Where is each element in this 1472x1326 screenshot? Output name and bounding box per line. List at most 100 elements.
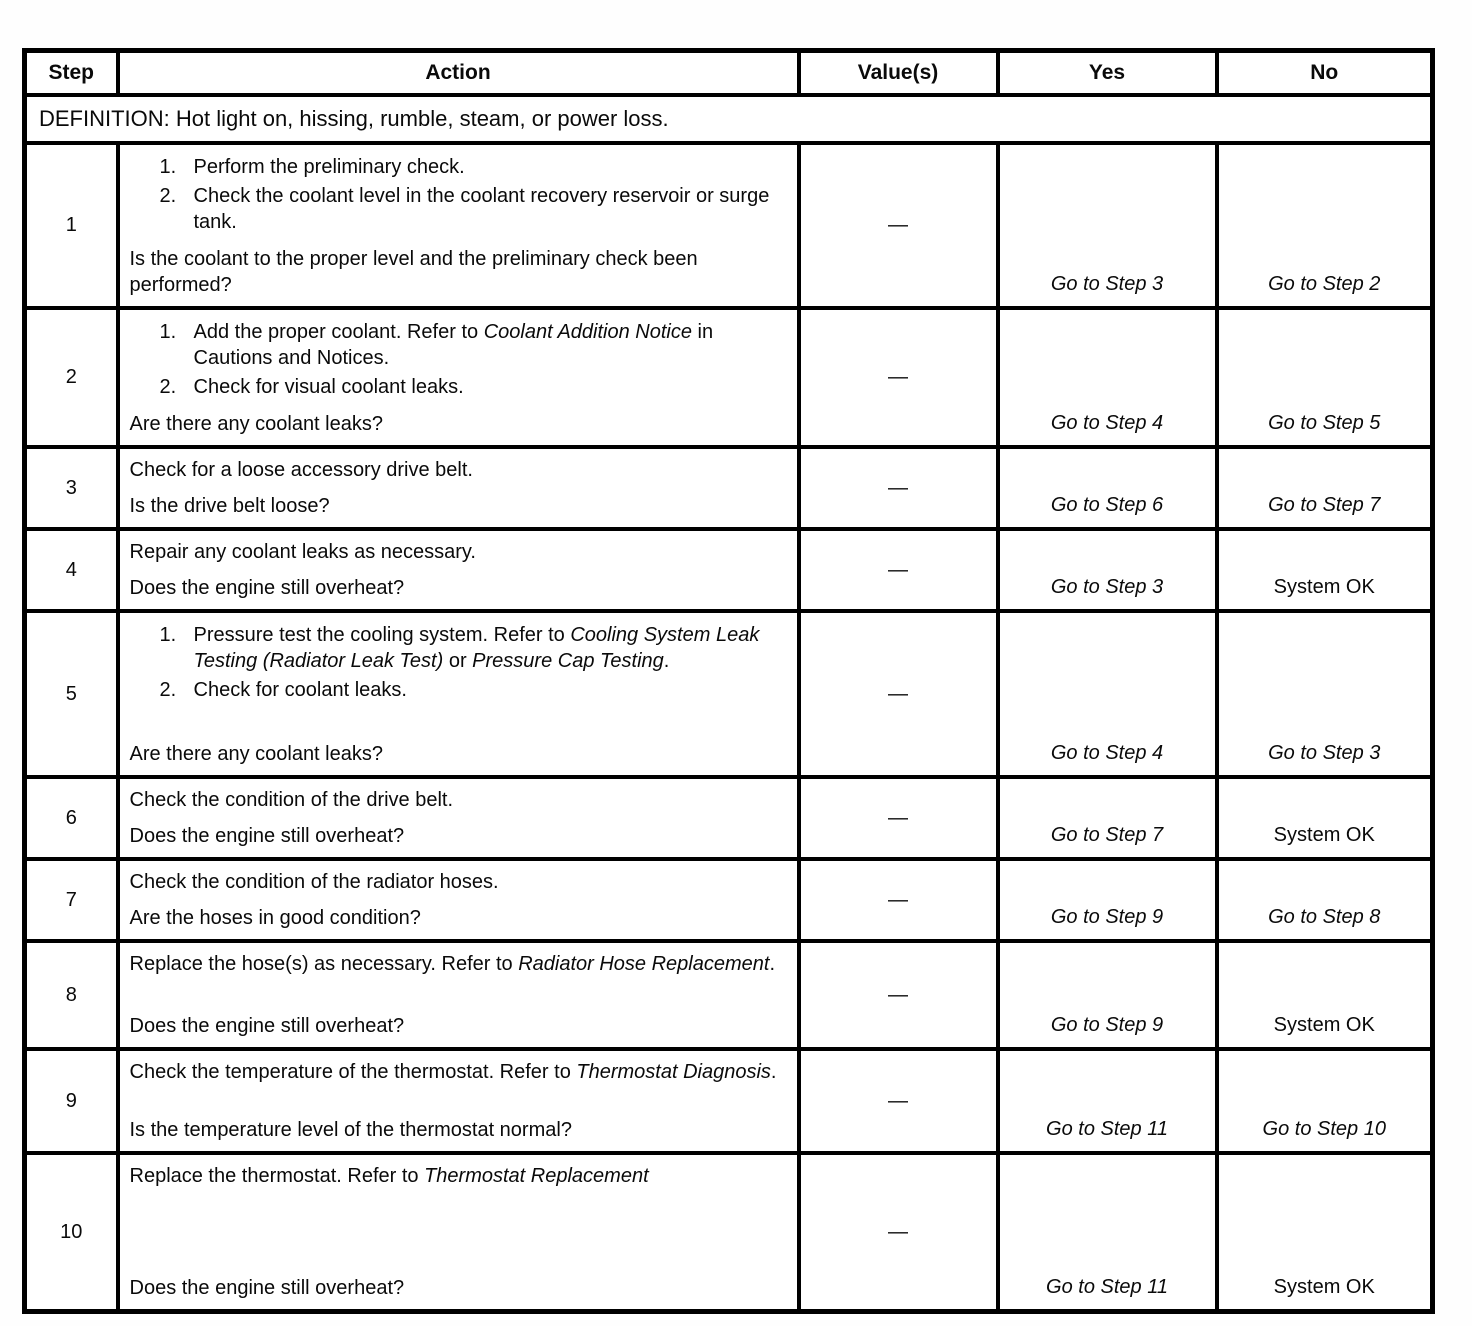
value-cell: — — [796, 775, 1000, 861]
action-cell: Replace the thermostat. Refer to Thermos… — [115, 1151, 801, 1314]
action-cell-content: Check the condition of the drive belt. Do… — [130, 785, 787, 849]
step-cell: 9 — [22, 1047, 120, 1155]
question-text: Is the drive belt loose? — [129, 495, 330, 517]
question-text: Are the hoses in good condition? — [129, 907, 421, 929]
yes-cell: Go to Step 3 — [995, 141, 1219, 310]
item-text: Add the proper coolant. Refer to Coolant… — [193, 321, 714, 369]
action-lead: Repair any coolant leaks as necessary. — [129, 541, 476, 563]
question-text: Does the engine still overheat? — [129, 1277, 405, 1299]
action-cell-content: 1. Add the proper coolant. Refer to Coola… — [130, 316, 787, 437]
value-cell: — — [796, 939, 1000, 1051]
action-lead: Check for a loose accessory drive belt. — [129, 459, 474, 481]
action-cell: 1. Perform the preliminary check. 2. Check … — [115, 141, 801, 310]
action-instructions: 1. Add the proper coolant. Refer to Coola… — [130, 316, 787, 403]
action-cell: Check for a loose accessory drive belt. I… — [115, 445, 801, 531]
item-number: 1. — [159, 156, 177, 178]
col-header-yes: Yes — [995, 48, 1219, 97]
table-row: 4 Repair any coolant leaks as necessary. D… — [22, 527, 1435, 613]
action-cell: Repair any coolant leaks as necessary. Do… — [115, 527, 801, 613]
action-cell-content: Check the temperature of the thermostat.… — [130, 1057, 787, 1143]
action-cell: Check the condition of the radiator hose… — [115, 857, 801, 943]
action-instructions: Replace the hose(s) as necessary. Refer … — [130, 949, 787, 979]
col-header-action: Action — [115, 48, 801, 97]
question-text: Is the temperature level of the thermost… — [129, 1119, 572, 1141]
action-cell: 1. Pressure test the cooling system. Refe… — [115, 609, 801, 779]
value-cell: — — [796, 306, 1000, 449]
action-instructions: 1. Perform the preliminary check. 2. Check … — [130, 151, 787, 238]
item-number: 2. — [159, 376, 177, 398]
action-instructions: 1. Pressure test the cooling system. Refe… — [130, 619, 787, 706]
no-cell: Go to Step 8 — [1214, 857, 1435, 943]
col-header-no: No — [1214, 48, 1435, 97]
definition-row: DEFINITION: Hot light on, hissing, rumbl… — [22, 93, 1435, 145]
item-text: Perform the preliminary check. — [193, 156, 465, 178]
table-row: 10 Replace the thermostat. Refer to Therm… — [22, 1151, 1435, 1314]
value-cell: — — [796, 609, 1000, 779]
action-cell-content: Repair any coolant leaks as necessary. Do… — [130, 537, 787, 601]
yes-cell: Go to Step 9 — [995, 857, 1219, 943]
yes-cell: Go to Step 11 — [995, 1047, 1219, 1155]
definition-text: DEFINITION: Hot light on, hissing, rumbl… — [22, 93, 1435, 145]
action-lead: Check the temperature of the thermostat.… — [129, 1061, 777, 1083]
question-text: Does the engine still overheat? — [129, 577, 405, 599]
action-instructions: Check the condition of the radiator hose… — [130, 867, 787, 897]
col-header-step: Step — [22, 48, 120, 97]
yes-cell: Go to Step 9 — [995, 939, 1219, 1051]
table-row: 9 Check the temperature of the thermostat… — [22, 1047, 1435, 1155]
action-list-item: 2. Check the coolant level in the coolant… — [130, 183, 787, 235]
table-row: 1 1. Perform the preliminary check. 2. Check… — [22, 141, 1435, 310]
action-lead: Check the condition of the radiator hose… — [129, 871, 499, 893]
item-text: Pressure test the cooling system. Refer … — [193, 624, 760, 672]
step-cell: 10 — [22, 1151, 120, 1314]
col-header-values: Value(s) — [796, 48, 1000, 97]
action-list-item: 1. Pressure test the cooling system. Refe… — [130, 622, 787, 674]
action-instructions: Check the temperature of the thermostat.… — [130, 1057, 787, 1087]
value-cell: — — [796, 141, 1000, 310]
action-list-item: 2. Check for visual coolant leaks. — [130, 374, 787, 400]
table-body: 1 1. Perform the preliminary check. 2. Check… — [22, 141, 1435, 1314]
value-cell: — — [796, 1047, 1000, 1155]
value-cell: — — [796, 1151, 1000, 1314]
step-cell: 1 — [22, 141, 120, 310]
item-text: Check the coolant level in the coolant r… — [193, 185, 770, 233]
action-instructions: Replace the thermostat. Refer to Thermos… — [130, 1161, 787, 1191]
action-lead: Replace the thermostat. Refer to Thermos… — [129, 1165, 649, 1187]
step-cell: 3 — [22, 445, 120, 531]
action-cell-content: Check for a loose accessory drive belt. I… — [130, 455, 787, 519]
action-lead: Check the condition of the drive belt. — [129, 789, 454, 811]
action-cell-content: 1. Pressure test the cooling system. Refe… — [130, 619, 787, 767]
action-list-item: 1. Add the proper coolant. Refer to Coola… — [130, 319, 787, 371]
question-text: Are there any coolant leaks? — [129, 743, 384, 765]
step-cell: 7 — [22, 857, 120, 943]
action-cell: Check the temperature of the thermostat.… — [115, 1047, 801, 1155]
action-cell-content: Replace the hose(s) as necessary. Refer … — [130, 949, 787, 1039]
no-cell: Go to Step 7 — [1214, 445, 1435, 531]
question-text: Does the engine still overheat? — [129, 1015, 405, 1037]
step-cell: 6 — [22, 775, 120, 861]
table-row: 3 Check for a loose accessory drive belt.… — [22, 445, 1435, 531]
action-cell: Replace the hose(s) as necessary. Refer … — [115, 939, 801, 1051]
no-cell: Go to Step 5 — [1214, 306, 1435, 449]
value-cell: — — [796, 527, 1000, 613]
value-cell: — — [796, 445, 1000, 531]
question-text: Are there any coolant leaks? — [129, 413, 384, 435]
table-row: 6 Check the condition of the drive belt. D… — [22, 775, 1435, 861]
item-number: 1. — [159, 624, 177, 646]
value-cell: — — [796, 857, 1000, 943]
action-cell: Check the condition of the drive belt. Do… — [115, 775, 801, 861]
step-cell: 2 — [22, 306, 120, 449]
yes-cell: Go to Step 4 — [995, 609, 1219, 779]
question-text: Is the coolant to the proper level and t… — [129, 248, 698, 296]
table-row: 5 1. Pressure test the cooling system. Ref… — [22, 609, 1435, 779]
yes-cell: Go to Step 7 — [995, 775, 1219, 861]
yes-cell: Go to Step 11 — [995, 1151, 1219, 1314]
item-number: 2. — [159, 679, 177, 701]
yes-cell: Go to Step 3 — [995, 527, 1219, 613]
diagnostic-table: Step Action Value(s) Yes No DEFINITION: … — [22, 48, 1435, 1314]
item-number: 2. — [159, 185, 177, 207]
no-cell: Go to Step 2 — [1214, 141, 1435, 310]
yes-cell: Go to Step 4 — [995, 306, 1219, 449]
action-lead: Replace the hose(s) as necessary. Refer … — [129, 953, 776, 975]
action-list-item: 2. Check for coolant leaks. — [130, 677, 787, 703]
action-cell: 1. Add the proper coolant. Refer to Coola… — [115, 306, 801, 449]
